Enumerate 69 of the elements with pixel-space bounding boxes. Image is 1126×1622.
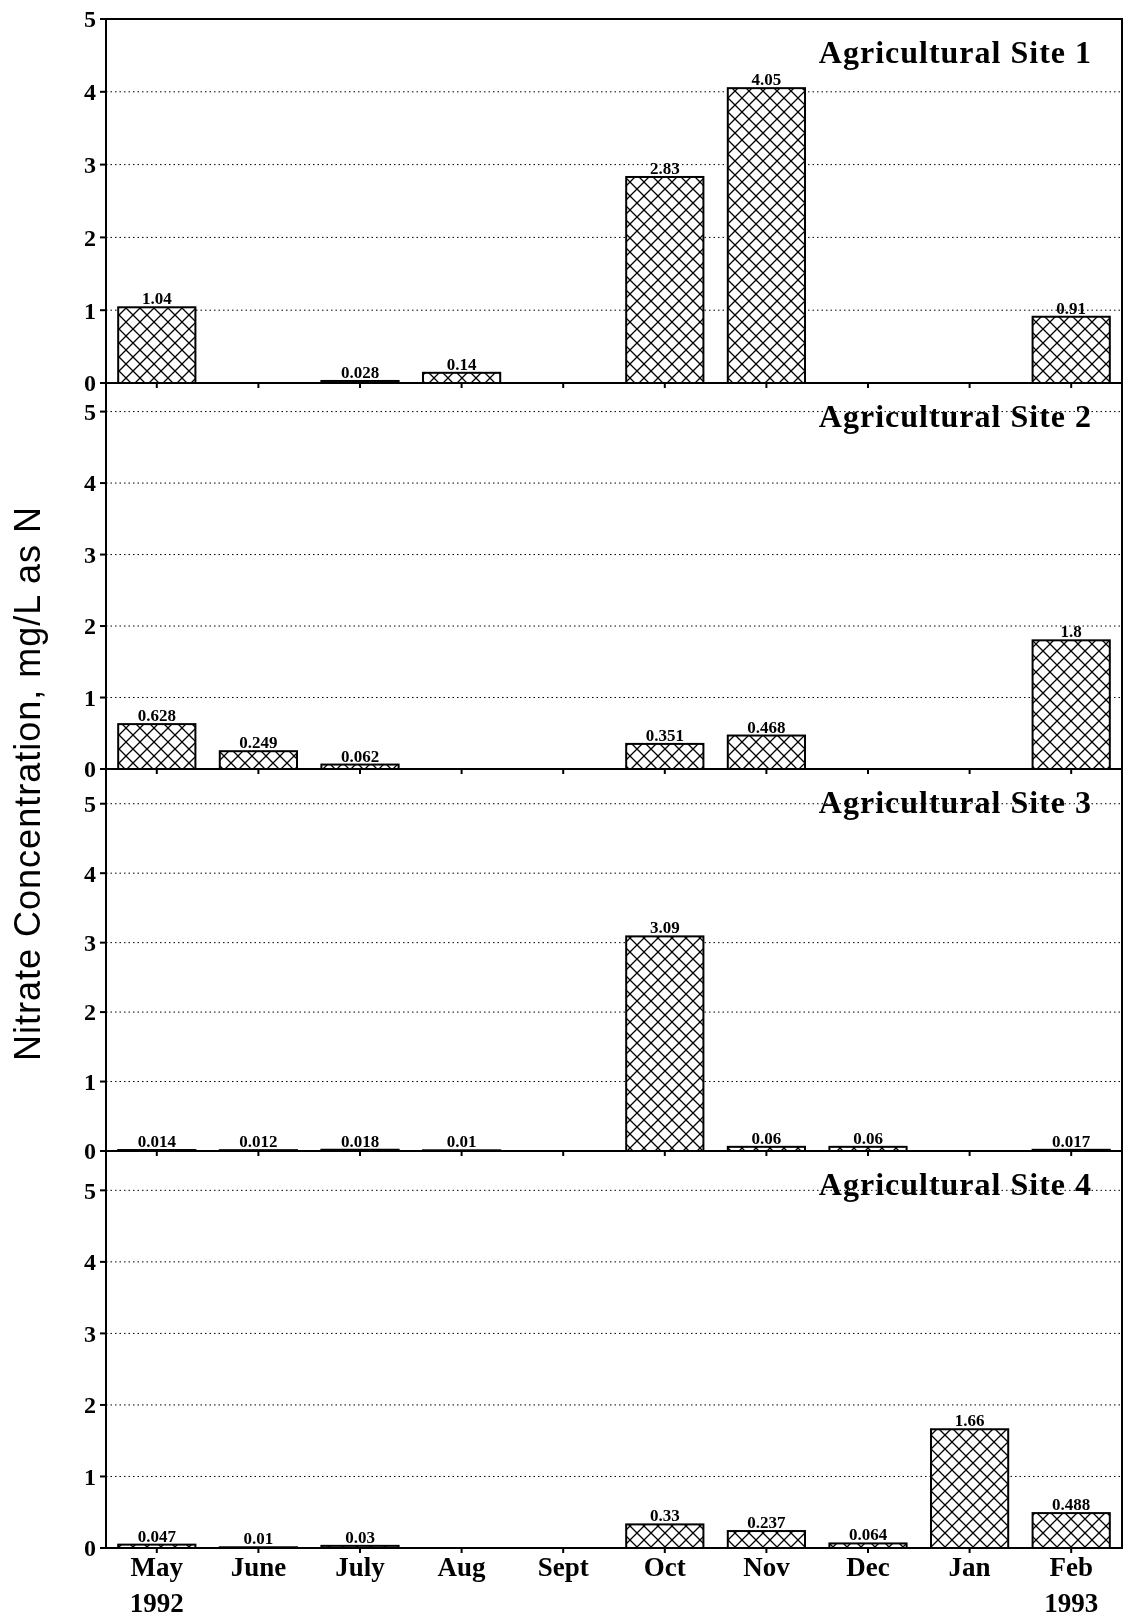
data-label: 0.064 bbox=[848, 1525, 888, 1545]
y-tick-label: 3 bbox=[84, 541, 96, 568]
y-tick-label: 4 bbox=[84, 470, 96, 497]
data-label: 0.488 bbox=[1052, 1495, 1091, 1515]
text: Agricultural Site 1 bbox=[818, 34, 1092, 70]
y-tick-label: 0 bbox=[84, 370, 96, 397]
data-label: 3.09 bbox=[649, 918, 680, 938]
y-tick-label: 5 bbox=[84, 6, 96, 33]
y-tick-label: 4 bbox=[84, 79, 96, 106]
x-tick-label: Feb bbox=[1049, 1552, 1093, 1582]
y-tick-label: 0 bbox=[84, 756, 96, 783]
x-tick-label: June bbox=[230, 1552, 287, 1582]
y-tick-label: 4 bbox=[84, 1249, 96, 1276]
y-tick-label: 1 bbox=[84, 684, 96, 711]
text: Agricultural Site 2 bbox=[818, 398, 1092, 434]
y-tick-label: 2 bbox=[84, 999, 96, 1026]
data-label: 4.05 bbox=[751, 70, 782, 90]
text: 1992 bbox=[129, 1588, 184, 1618]
data-label: 0.351 bbox=[645, 725, 684, 745]
data-label: 0.237 bbox=[747, 1513, 787, 1533]
y-axis-title: Nitrate Concentration, mg/L as N bbox=[7, 506, 48, 1061]
data-label: 0.012 bbox=[239, 1132, 278, 1152]
data-label: 1.8 bbox=[1060, 622, 1082, 642]
y-tick-label: 0 bbox=[84, 1535, 96, 1562]
y-tick-label: 3 bbox=[84, 152, 96, 178]
text: Agricultural Site 3 bbox=[818, 784, 1092, 820]
data-label: 0.062 bbox=[340, 746, 380, 766]
data-label: 1.04 bbox=[141, 289, 173, 309]
data-label: 2.83 bbox=[649, 158, 680, 178]
x-tick-label: Nov bbox=[743, 1552, 791, 1582]
data-label: 1.66 bbox=[954, 1411, 985, 1431]
data-label: 0.017 bbox=[1052, 1131, 1091, 1151]
y-tick-label: 4 bbox=[84, 860, 96, 887]
x-tick-label: Sept bbox=[537, 1552, 589, 1582]
y-tick-label: 3 bbox=[84, 930, 96, 957]
data-label: 0.33 bbox=[649, 1506, 680, 1526]
data-label: 0.014 bbox=[137, 1132, 177, 1152]
x-tick-label: July bbox=[335, 1552, 386, 1582]
data-label: 0.01 bbox=[446, 1132, 477, 1152]
text: 1993 bbox=[1044, 1588, 1099, 1618]
y-tick-label: 2 bbox=[84, 1392, 96, 1419]
x-tick-label: Aug bbox=[437, 1552, 487, 1582]
x-tick-label: Oct bbox=[643, 1552, 686, 1582]
x-tick-label: Dec bbox=[846, 1552, 890, 1582]
x-tick-label: Jan bbox=[948, 1552, 991, 1582]
data-label: 0.628 bbox=[137, 706, 176, 726]
data-label: 0.14 bbox=[446, 354, 477, 374]
data-label: 0.01 bbox=[243, 1529, 274, 1549]
x-tick-label: May bbox=[130, 1552, 184, 1582]
y-tick-label: 0 bbox=[84, 1138, 96, 1165]
data-label: 0.06 bbox=[751, 1128, 782, 1148]
data-label: 0.028 bbox=[340, 362, 380, 382]
y-tick-label: 5 bbox=[84, 1177, 96, 1204]
y-tick-label: 1 bbox=[84, 1463, 96, 1490]
y-tick-label: 5 bbox=[84, 398, 96, 425]
y-tick-label: 3 bbox=[84, 1320, 96, 1347]
data-label: 0.03 bbox=[345, 1527, 375, 1547]
data-label: 0.91 bbox=[1056, 298, 1087, 318]
text: Agricultural Site 4 bbox=[818, 1166, 1092, 1202]
data-label: 0.249 bbox=[239, 733, 278, 753]
y-tick-label: 5 bbox=[84, 791, 96, 818]
y-tick-label: 1 bbox=[84, 297, 96, 324]
data-label: 0.018 bbox=[340, 1131, 380, 1151]
data-label: 0.06 bbox=[853, 1128, 883, 1148]
y-tick-label: 2 bbox=[84, 613, 96, 640]
y-tick-label: 1 bbox=[84, 1068, 96, 1095]
y-tick-label: 2 bbox=[84, 224, 96, 251]
data-label: 0.468 bbox=[747, 717, 786, 737]
data-label: 0.047 bbox=[137, 1526, 177, 1546]
